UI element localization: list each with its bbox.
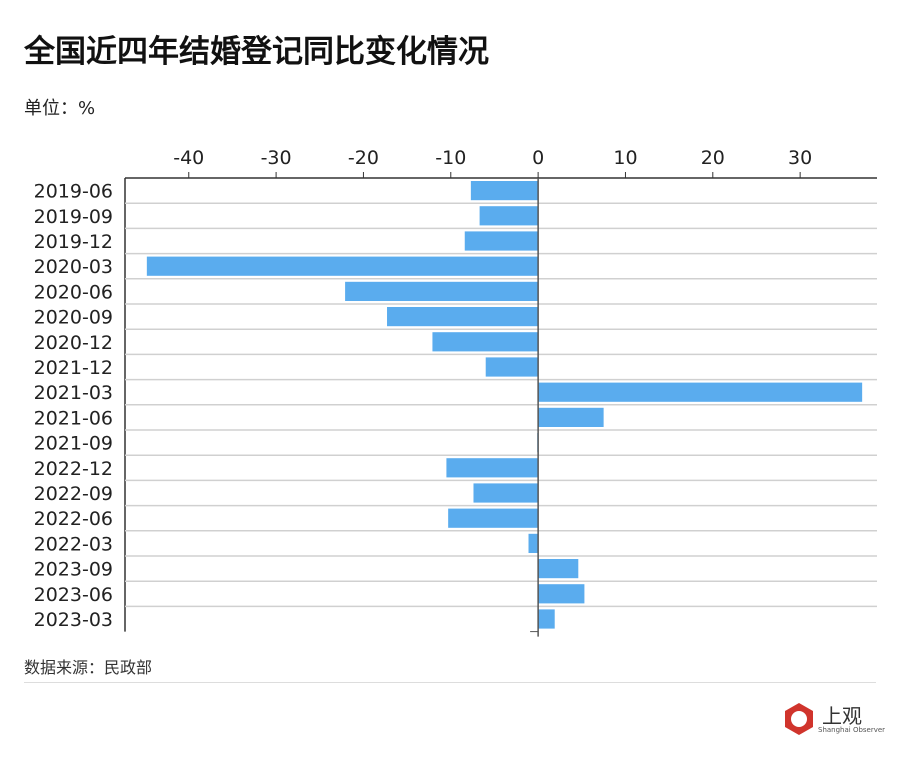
bar-2023-06 [538,584,585,604]
category-label: 2021-06 [34,407,113,429]
category-label: 2019-09 [34,206,113,228]
category-label: 2022-12 [34,458,113,480]
unit-label: 单位：% [24,98,96,119]
x-tick-label: 0 [532,147,544,169]
bar-2023-09 [538,559,579,579]
logo-subtitle: Shanghai Observer [818,726,886,734]
category-label: 2021-03 [34,382,113,404]
category-label: 2020-06 [34,281,113,303]
chart-title: 全国近四年结婚登记同比变化情况 [24,34,489,70]
category-label: 2022-09 [34,483,113,505]
x-tick-label: 30 [788,147,812,169]
x-tick-label: -10 [435,147,466,169]
bar-2020-06 [345,281,539,301]
bar-2019-09 [479,206,539,226]
bar-2021-12 [485,357,539,377]
bar-2020-03 [146,256,539,276]
category-label: 2023-09 [34,559,113,581]
x-tick-label: -20 [348,147,379,169]
footer-divider [24,682,876,683]
x-tick-label: 10 [613,147,637,169]
category-label: 2023-03 [34,609,113,631]
category-label: 2020-03 [34,256,113,278]
bar-2019-12 [464,231,539,251]
shanghai-observer-logo: 上观 Shanghai Observer [782,700,886,740]
logo-text: 上观 [822,704,862,728]
bar-2023-03 [538,609,555,629]
bar-2022-06 [448,508,539,528]
bar-2021-06 [538,407,604,427]
bar-chart: -40 -30 -20 -10 0 10 20 30 2019-06 2019-09 2019-12… [34,147,877,637]
x-tick-label: 20 [701,147,725,169]
category-label: 2022-06 [34,508,113,530]
bar-2021-03 [538,382,863,402]
category-label: 2021-09 [34,433,113,455]
bar-2019-06 [470,181,539,201]
source-note: 数据来源：民政部 [24,658,153,677]
bar-2020-09 [387,307,539,327]
category-label: 2021-12 [34,357,113,379]
bar-2022-03 [528,533,539,553]
category-label: 2019-06 [34,181,113,203]
logo-hexagon-icon [785,703,813,735]
category-label: 2019-12 [34,231,113,253]
bar-2022-12 [446,458,539,478]
x-tick-label: -30 [261,147,292,169]
category-label: 2023-06 [34,584,113,606]
category-label: 2020-12 [34,332,113,354]
category-label: 2022-03 [34,533,113,555]
x-tick-label: -40 [173,147,204,169]
bar-2022-09 [473,483,539,503]
category-label: 2020-09 [34,307,113,329]
bar-2020-12 [432,332,539,352]
